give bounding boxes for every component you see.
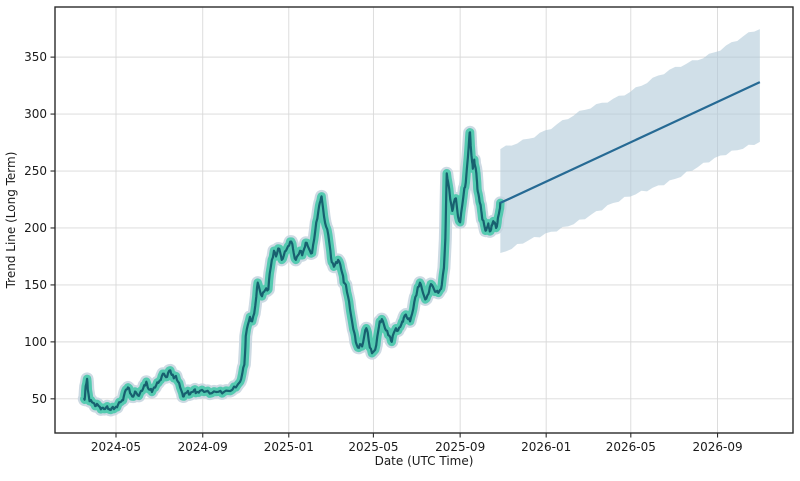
y-tick-label: 250 (24, 164, 47, 178)
x-tick-label: 2025-09 (435, 440, 485, 454)
x-tick-label: 2024-05 (91, 440, 141, 454)
history-line (83, 131, 502, 412)
x-tick-label: 2026-01 (521, 440, 571, 454)
y-tick-label: 300 (24, 107, 47, 121)
y-tick-label: 200 (24, 221, 47, 235)
x-tick-label: 2025-01 (264, 440, 314, 454)
y-tick-label: 50 (32, 392, 47, 406)
forecast-line (499, 81, 761, 204)
x-axis-label: Date (UTC Time) (375, 454, 474, 468)
y-tick-label: 350 (24, 50, 47, 64)
y-tick-label: 100 (24, 335, 47, 349)
x-tick-label: 2024-09 (178, 440, 228, 454)
forecast-confidence-band (500, 29, 760, 254)
x-tick-label: 2026-05 (606, 440, 656, 454)
y-tick-label: 150 (24, 278, 47, 292)
x-tick-label: 2026-09 (692, 440, 742, 454)
x-tick-label: 2025-05 (348, 440, 398, 454)
y-axis-label: Trend Line (Long Term) (4, 152, 18, 290)
axes-frame (54, 6, 794, 434)
